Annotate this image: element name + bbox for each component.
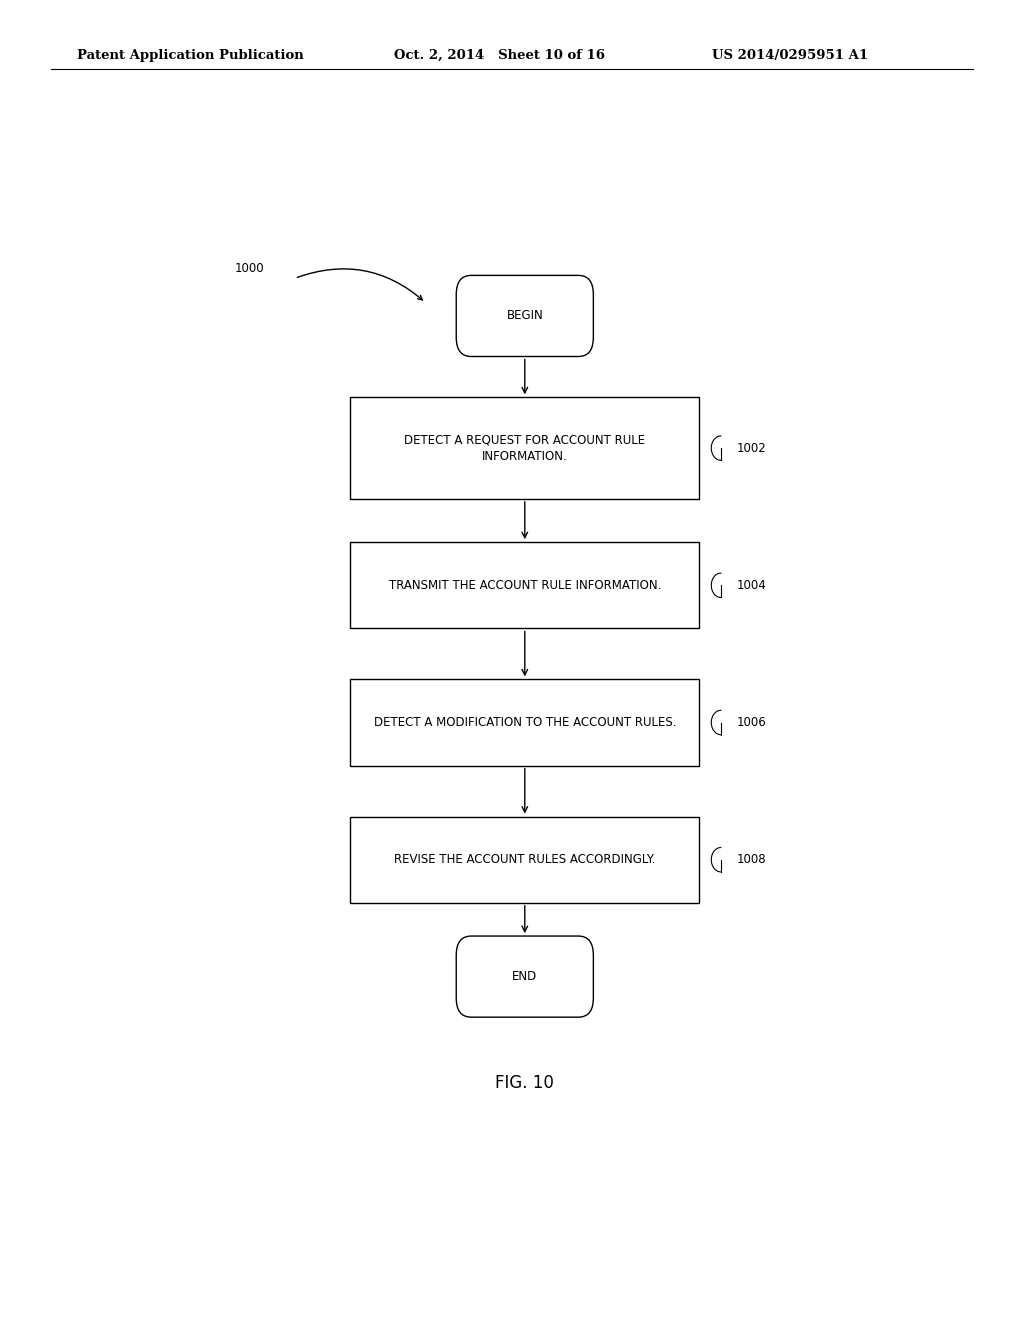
FancyBboxPatch shape: [457, 276, 593, 356]
Text: 1004: 1004: [736, 578, 766, 591]
Text: DETECT A MODIFICATION TO THE ACCOUNT RULES.: DETECT A MODIFICATION TO THE ACCOUNT RUL…: [374, 715, 676, 729]
Bar: [350, 680, 699, 766]
Text: 1002: 1002: [736, 442, 766, 454]
Text: 1008: 1008: [736, 853, 766, 866]
Text: 1006: 1006: [736, 715, 766, 729]
FancyBboxPatch shape: [457, 936, 593, 1018]
Text: FIG. 10: FIG. 10: [496, 1074, 554, 1093]
Text: END: END: [512, 970, 538, 983]
Text: BEGIN: BEGIN: [507, 309, 543, 322]
Bar: [350, 543, 699, 628]
Text: Oct. 2, 2014   Sheet 10 of 16: Oct. 2, 2014 Sheet 10 of 16: [394, 49, 605, 62]
Text: US 2014/0295951 A1: US 2014/0295951 A1: [712, 49, 867, 62]
Text: DETECT A REQUEST FOR ACCOUNT RULE
INFORMATION.: DETECT A REQUEST FOR ACCOUNT RULE INFORM…: [404, 433, 645, 463]
Text: Patent Application Publication: Patent Application Publication: [77, 49, 303, 62]
Text: REVISE THE ACCOUNT RULES ACCORDINGLY.: REVISE THE ACCOUNT RULES ACCORDINGLY.: [394, 853, 655, 866]
Text: TRANSMIT THE ACCOUNT RULE INFORMATION.: TRANSMIT THE ACCOUNT RULE INFORMATION.: [389, 578, 660, 591]
Bar: [350, 397, 699, 499]
Text: 1000: 1000: [236, 261, 265, 275]
Bar: [350, 817, 699, 903]
